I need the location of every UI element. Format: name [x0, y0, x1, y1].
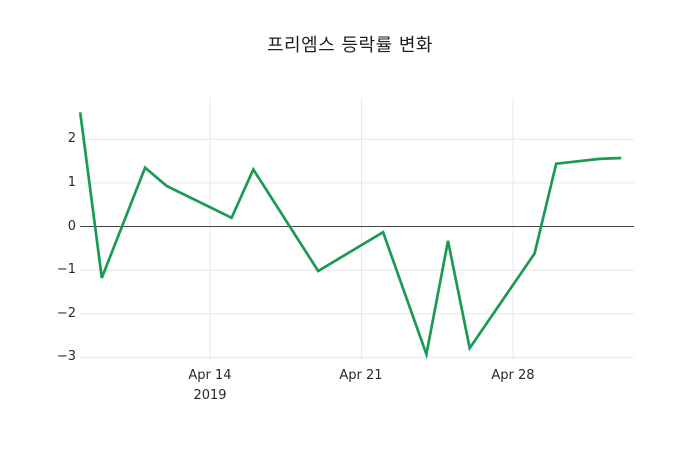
x-tick-year-label: 2019: [193, 388, 227, 403]
y-tick-label: −2: [56, 306, 76, 321]
y-tick-label: −1: [56, 262, 76, 277]
y-tick-label: 1: [67, 175, 76, 190]
y-tick-label: 0: [67, 219, 76, 234]
price-change-line: [78, 112, 622, 360]
x-tick-label: Apr 21: [339, 368, 383, 383]
y-tick-label: −3: [56, 349, 76, 364]
x-tick-label: Apr 28: [491, 368, 535, 383]
chart-title: 프리엠스 등락률 변화: [267, 35, 433, 56]
x-tick-label: Apr 14: [188, 368, 232, 383]
y-tick-label: 2: [67, 131, 76, 146]
